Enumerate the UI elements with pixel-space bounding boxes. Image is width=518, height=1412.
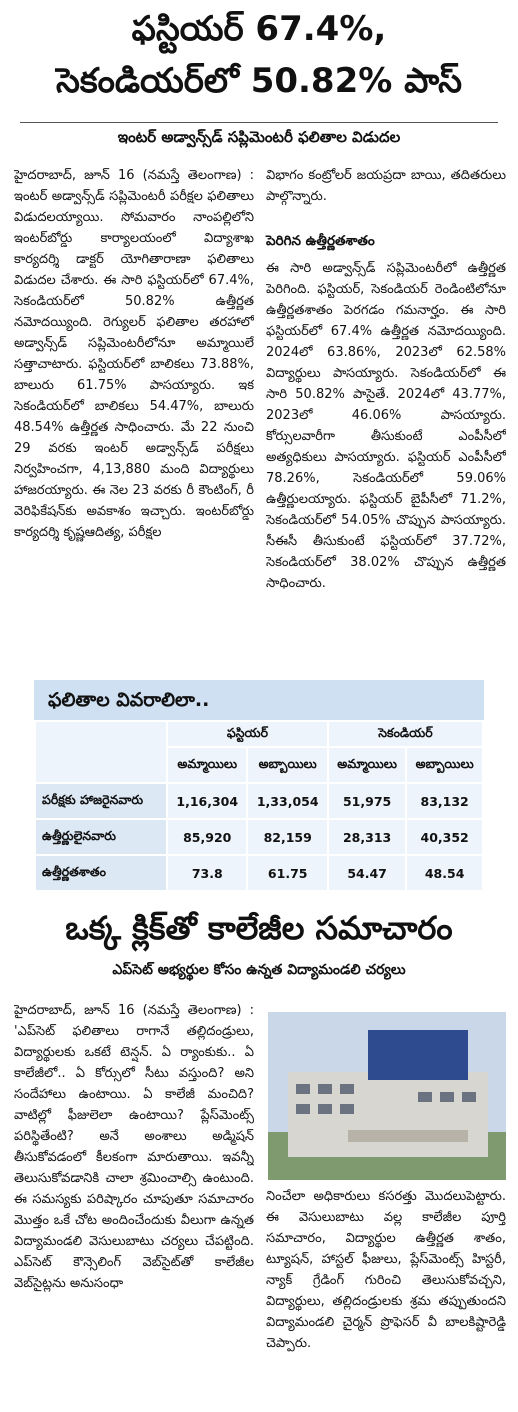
table-cell: 85,920: [165, 818, 249, 856]
table-cell: 73.8: [165, 854, 249, 892]
table-cell: 40,352: [405, 818, 484, 856]
row-header: ఉత్తీర్ణులైనవారు: [34, 818, 168, 856]
headline: సెకండియర్‌లో 50.82% పాస్: [55, 61, 463, 101]
subheadline: ఇంటర్ అడ్వాన్స్‌డ్ సప్లిమెంటరీ ఫలితాల వి…: [117, 128, 401, 146]
article-column: నించేలా అధికారులు కసరత్తు మొదలుపెట్టారు.…: [266, 1189, 506, 1351]
table-group: ఫస్టియర్: [166, 720, 329, 748]
table-row: ఉత్తీర్ణులైనవారు 85,920 82,159 28,313 40,352: [34, 818, 484, 856]
table-title: ఫలితాల వివరాలిలా..: [34, 680, 484, 720]
headline: ఫస్టియర్ 67.4%,: [131, 9, 387, 49]
article-column: హైదరాబాద్, జూన్ 16 (నమస్తే తెలంగాణ) : ఇం…: [14, 168, 254, 540]
table-column: అమ్మాయిలు: [165, 746, 249, 784]
table-cell: 28,313: [326, 818, 408, 856]
table-cell: 1,16,304: [165, 782, 249, 820]
table-cell: 61.75: [246, 854, 329, 892]
row-header: పరీక్షకు హాజరైనవారు: [34, 782, 168, 820]
table-corner: [34, 720, 168, 784]
photo: [268, 1012, 506, 1180]
section-heading: పెరిగిన ఉత్తీర్ణతశాతం: [266, 233, 375, 249]
table-cell: 54.47: [326, 854, 408, 892]
table-column: అబ్బాయిలు: [405, 746, 484, 784]
article-column: ఈ సారి అడ్వాన్స్‌డ్ సప్లిమెంటరీలో ఉత్తీర…: [266, 261, 506, 591]
article-column: విభాగం కంట్రోలర్ జయప్రదా బాయి, తదితరులు …: [266, 168, 506, 204]
table-row: పరీక్షకు హాజరైనవారు 1,16,304 1,33,054 51,97…: [34, 782, 484, 820]
subheadline: ఎప్‌సెట్ అభ్యర్థుల కోసం ఉన్నత విద్యామండల…: [112, 962, 406, 978]
results-table: ఫలితాల వివరాలిలా.. ఫస్టియర్ సెకండియర్ అమ…: [34, 680, 485, 892]
table-column: అబ్బాయిలు: [246, 746, 329, 784]
table-row: ఉత్తీర్ణతశాతం 73.8 61.75 54.47 48.54: [34, 854, 484, 892]
table-column: అమ్మాయిలు: [326, 746, 408, 784]
row-header: ఉత్తీర్ణతశాతం: [34, 854, 168, 892]
headline: ఒక్క క్లిక్‌తో కాలేజీల సమాచారం: [65, 909, 453, 947]
table-cell: 48.54: [405, 854, 484, 892]
table-cell: 1,33,054: [246, 782, 329, 820]
table-cell: 82,159: [246, 818, 329, 856]
article-column: హైదరాబాద్, జూన్ 16 (నమస్తే తెలంగాణ) : 'ఎ…: [14, 1003, 254, 1291]
table-cell: 51,975: [326, 782, 408, 820]
rule: [20, 122, 498, 123]
table: ఫస్టియర్ సెకండియర్ అమ్మాయిలు అబ్బాయిలు అ…: [34, 720, 485, 892]
table-group: సెకండియర్: [326, 720, 485, 748]
table-cell: 83,132: [405, 782, 484, 820]
